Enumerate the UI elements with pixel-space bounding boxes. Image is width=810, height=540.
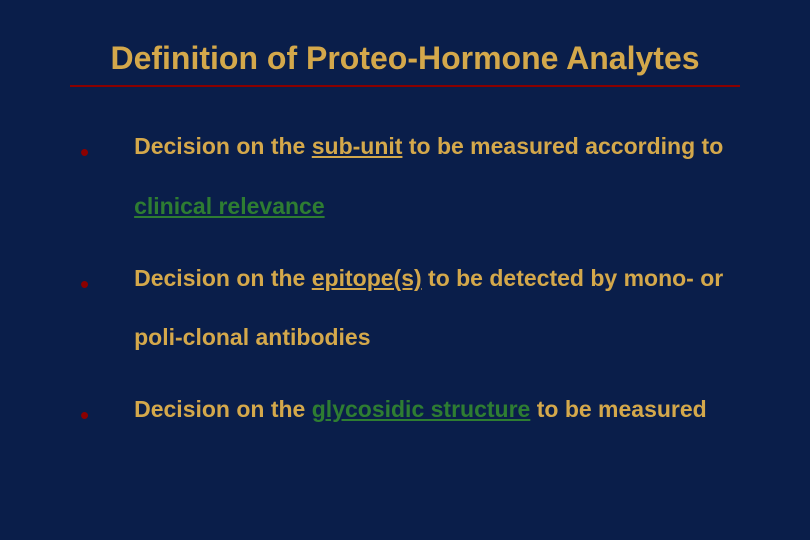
text-segment: Decision on the [134, 265, 312, 291]
bullet-list: • Decision on the sub-unit to be measure… [60, 117, 750, 450]
title-divider [70, 85, 740, 87]
bullet-text-2: Decision on the epitope(s) to be detecte… [134, 249, 750, 369]
text-segment: Decision on the [134, 396, 312, 422]
bullet-text-1: Decision on the sub-unit to be measured … [134, 117, 750, 237]
text-segment: to be measured [530, 396, 706, 422]
text-segment: to be measured according to [402, 133, 723, 159]
bullet-item-2: • Decision on the epitope(s) to be detec… [80, 249, 750, 369]
slide-title: Definition of Proteo-Hormone Analytes [60, 40, 750, 85]
bullet-marker-icon: • [80, 119, 89, 187]
bullet-item-3: • Decision on the glycosidic structure t… [80, 380, 750, 450]
bullet-marker-icon: • [80, 251, 89, 319]
green-term-glycosidic: glycosidic structure [312, 396, 531, 422]
green-term-clinical-relevance: clinical relevance [134, 193, 325, 219]
bullet-marker-icon: • [80, 382, 89, 450]
text-segment: Decision on the [134, 133, 312, 159]
slide-container: Definition of Proteo-Hormone Analytes • … [0, 0, 810, 540]
bullet-item-1: • Decision on the sub-unit to be measure… [80, 117, 750, 237]
underlined-term-subunit: sub-unit [312, 133, 403, 159]
underlined-term-epitopes: epitope(s) [312, 265, 422, 291]
bullet-text-3: Decision on the glycosidic structure to … [134, 380, 707, 440]
